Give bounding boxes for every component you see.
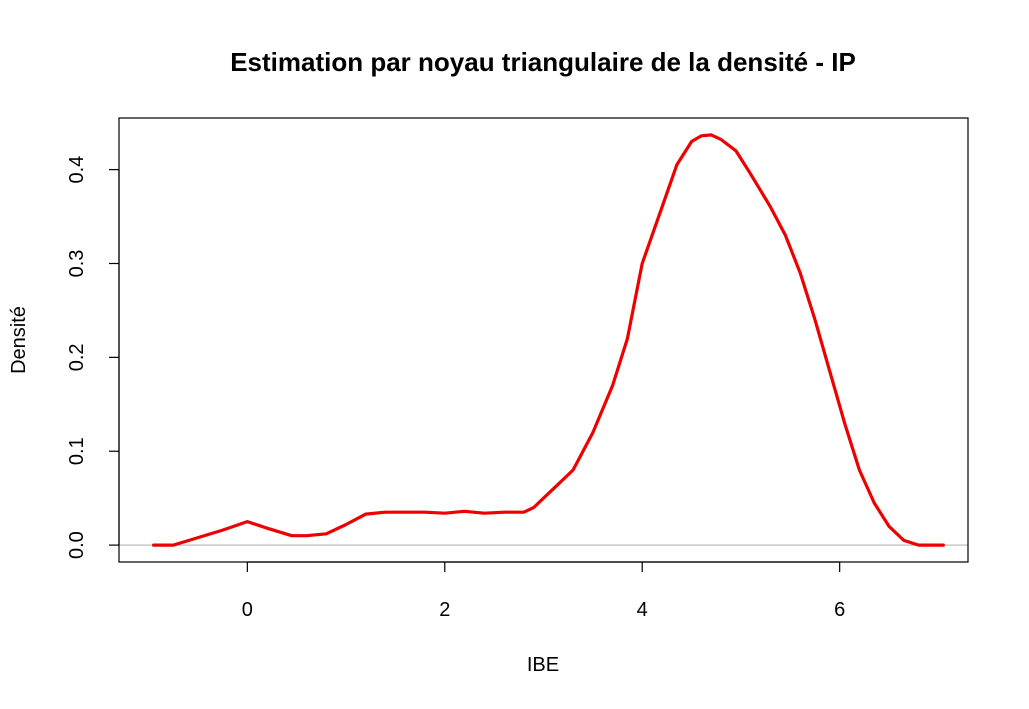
x-axis: 0 2 4 6 — [242, 561, 845, 621]
x-tick-label: 2 — [439, 599, 450, 621]
plot-frame — [118, 117, 969, 563]
x-axis-label: IBE — [527, 654, 559, 676]
y-tick-label: 0.3 — [66, 250, 88, 278]
x-tick-label: 4 — [637, 599, 648, 621]
y-tick-label: 0.2 — [66, 343, 88, 371]
x-tick-label: 0 — [242, 599, 253, 621]
y-tick-label: 0.0 — [66, 531, 88, 559]
y-axis-label: Densité — [8, 306, 30, 374]
x-tick-label: 6 — [834, 599, 845, 621]
y-tick-label: 0.1 — [66, 437, 88, 465]
density-curve-0 — [152, 133, 945, 547]
y-axis: 0.0 0.1 0.2 0.3 0.4 — [66, 156, 120, 559]
chart-title: Estimation par noyau triangulaire de la … — [230, 47, 856, 77]
y-tick-label: 0.4 — [66, 156, 88, 184]
density-curves — [152, 133, 945, 547]
